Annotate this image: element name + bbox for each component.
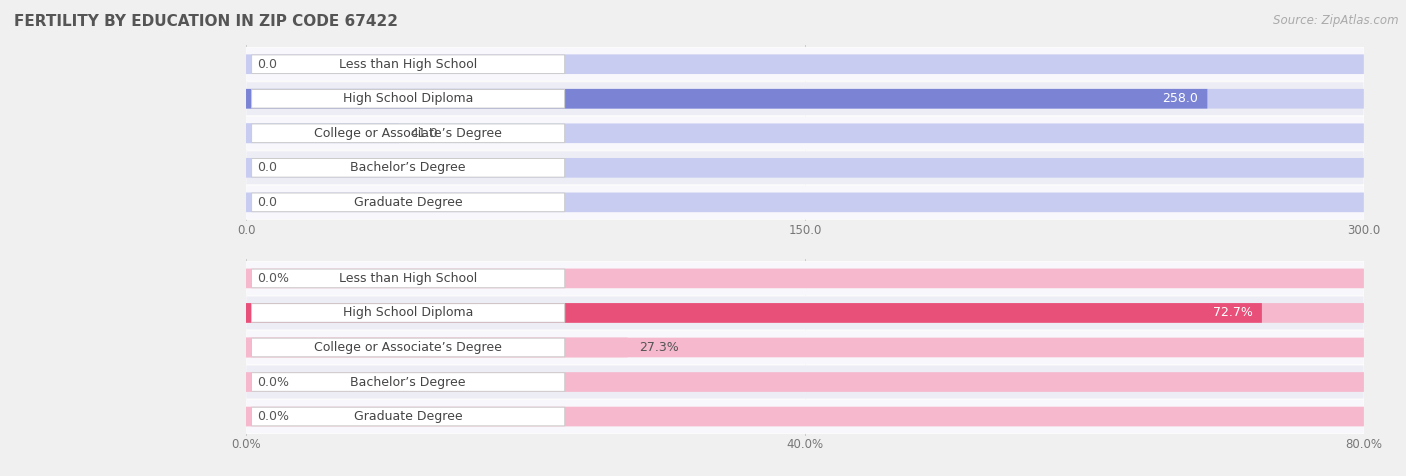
FancyBboxPatch shape — [252, 407, 565, 426]
Text: Bachelor’s Degree: Bachelor’s Degree — [350, 161, 465, 174]
FancyBboxPatch shape — [246, 330, 1364, 365]
FancyBboxPatch shape — [246, 158, 1364, 178]
Text: College or Associate’s Degree: College or Associate’s Degree — [314, 127, 502, 140]
FancyBboxPatch shape — [246, 47, 1364, 81]
Text: 0.0: 0.0 — [257, 196, 277, 209]
FancyBboxPatch shape — [252, 124, 565, 143]
Text: 0.0%: 0.0% — [257, 272, 290, 285]
Text: College or Associate’s Degree: College or Associate’s Degree — [314, 341, 502, 354]
FancyBboxPatch shape — [246, 372, 1364, 392]
Text: High School Diploma: High School Diploma — [343, 92, 474, 105]
FancyBboxPatch shape — [252, 269, 565, 288]
FancyBboxPatch shape — [246, 54, 1364, 74]
FancyBboxPatch shape — [246, 116, 1364, 150]
FancyBboxPatch shape — [252, 193, 565, 212]
FancyBboxPatch shape — [252, 304, 565, 322]
Text: 0.0%: 0.0% — [257, 376, 290, 388]
FancyBboxPatch shape — [246, 303, 1364, 323]
FancyBboxPatch shape — [246, 303, 1263, 323]
FancyBboxPatch shape — [252, 159, 565, 177]
FancyBboxPatch shape — [252, 89, 565, 108]
Text: Less than High School: Less than High School — [339, 58, 477, 71]
Text: 0.0%: 0.0% — [257, 410, 290, 423]
FancyBboxPatch shape — [246, 261, 1364, 295]
Text: 0.0: 0.0 — [257, 58, 277, 71]
Text: 72.7%: 72.7% — [1213, 307, 1253, 319]
Text: Bachelor’s Degree: Bachelor’s Degree — [350, 376, 465, 388]
FancyBboxPatch shape — [246, 337, 1364, 357]
FancyBboxPatch shape — [246, 407, 1364, 426]
Text: Source: ZipAtlas.com: Source: ZipAtlas.com — [1274, 14, 1399, 27]
FancyBboxPatch shape — [246, 296, 1364, 330]
Text: Graduate Degree: Graduate Degree — [354, 196, 463, 209]
FancyBboxPatch shape — [246, 337, 627, 357]
FancyBboxPatch shape — [246, 123, 399, 143]
FancyBboxPatch shape — [246, 89, 1364, 109]
FancyBboxPatch shape — [252, 55, 565, 73]
Text: 0.0: 0.0 — [257, 161, 277, 174]
Text: FERTILITY BY EDUCATION IN ZIP CODE 67422: FERTILITY BY EDUCATION IN ZIP CODE 67422 — [14, 14, 398, 30]
FancyBboxPatch shape — [246, 268, 1364, 288]
FancyBboxPatch shape — [246, 89, 1208, 109]
Text: High School Diploma: High School Diploma — [343, 307, 474, 319]
Text: Graduate Degree: Graduate Degree — [354, 410, 463, 423]
FancyBboxPatch shape — [246, 186, 1364, 219]
Text: Less than High School: Less than High School — [339, 272, 477, 285]
FancyBboxPatch shape — [246, 123, 1364, 143]
Text: 27.3%: 27.3% — [638, 341, 679, 354]
FancyBboxPatch shape — [246, 151, 1364, 185]
FancyBboxPatch shape — [246, 365, 1364, 399]
FancyBboxPatch shape — [252, 338, 565, 357]
FancyBboxPatch shape — [252, 373, 565, 391]
FancyBboxPatch shape — [246, 192, 1364, 212]
FancyBboxPatch shape — [246, 400, 1364, 434]
Text: 41.0: 41.0 — [411, 127, 437, 140]
Text: 258.0: 258.0 — [1163, 92, 1198, 105]
FancyBboxPatch shape — [246, 82, 1364, 116]
